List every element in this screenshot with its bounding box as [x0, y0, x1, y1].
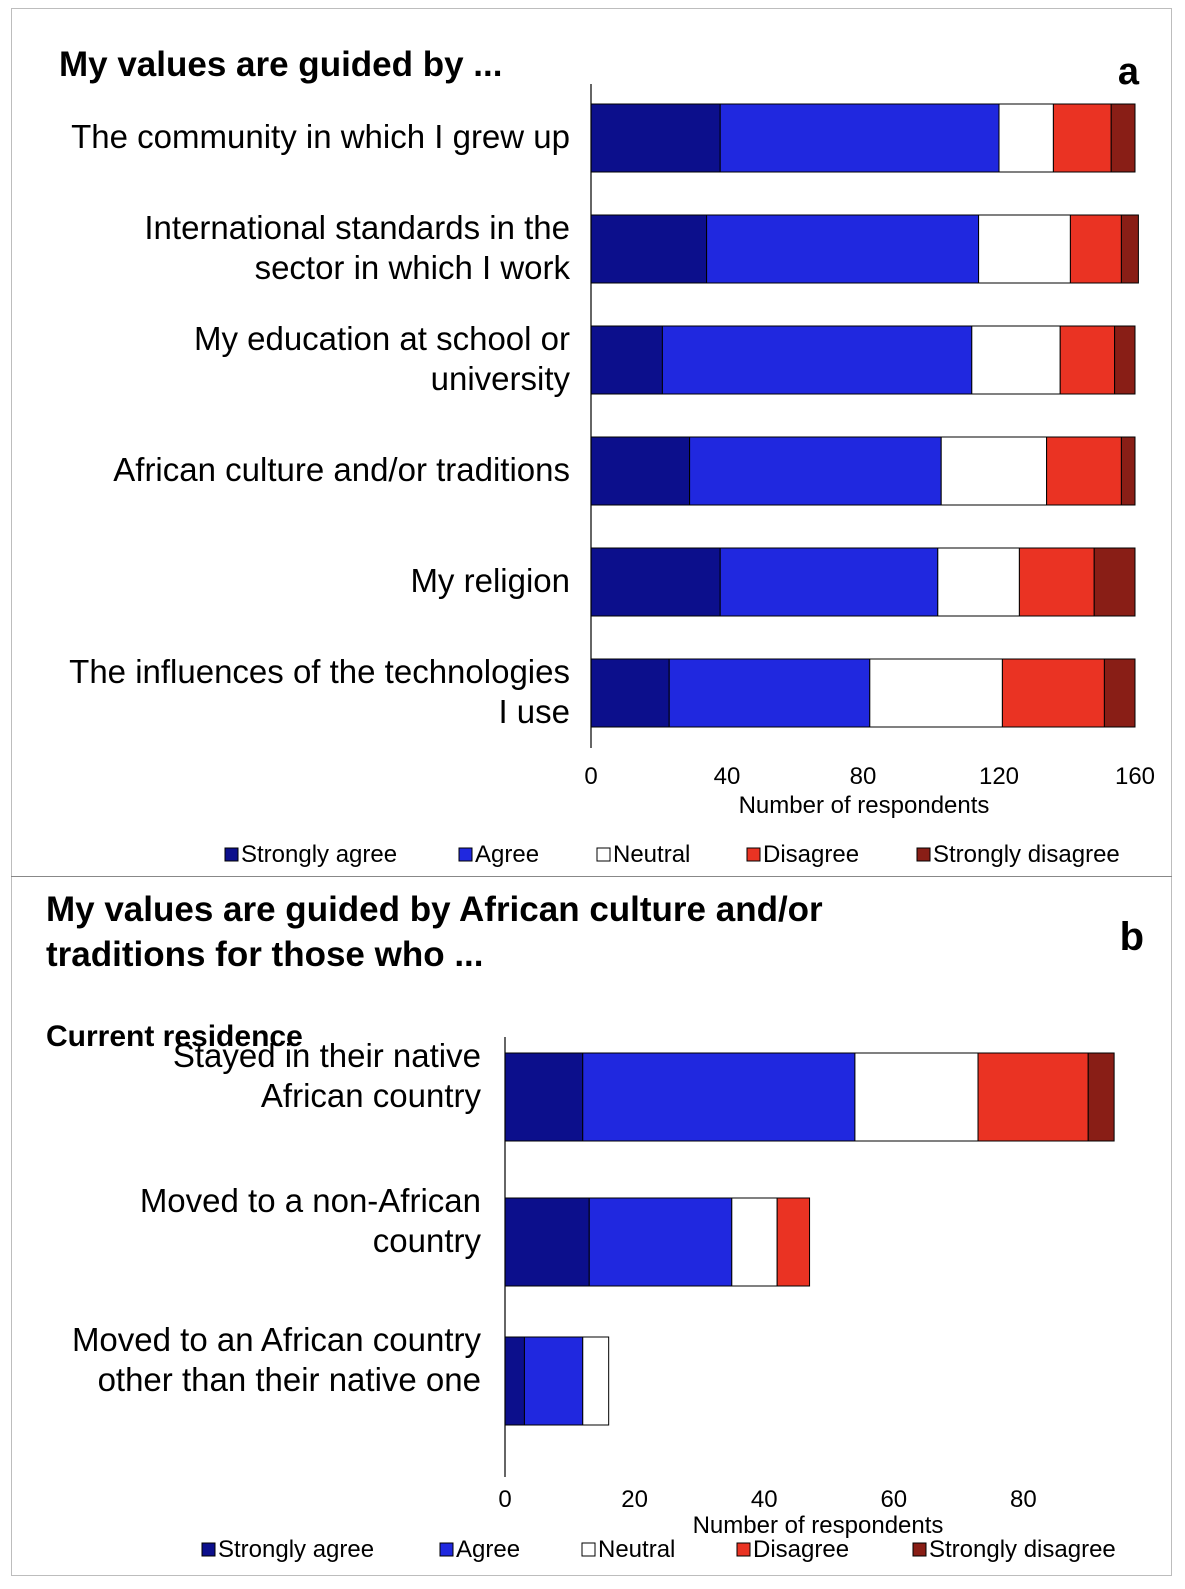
bar-a-disagree-4: [1046, 436, 1122, 506]
x-tick-label-a: 80: [850, 763, 877, 790]
x-tick-label-b: 60: [880, 1486, 907, 1513]
category-label-b-1: African country: [261, 1077, 482, 1114]
legend-swatch-b-disagree: [736, 1542, 751, 1557]
chart-b-title-line: traditions for those who ...: [46, 935, 484, 974]
chart-panel-b: My values are guided by African culture …: [46, 890, 1144, 1563]
category-label-b-3: Moved to an African country: [72, 1321, 482, 1358]
legend-swatch-b-agree: [439, 1542, 454, 1557]
bar-a-strongly-agree-4: [590, 436, 691, 506]
panel-divider: [11, 876, 1172, 877]
bar-a-disagree-5: [1018, 547, 1095, 617]
bar-b-agree-1: [582, 1052, 856, 1142]
bar-b-disagree-1: [977, 1052, 1089, 1142]
legend-swatch-a-strongly-agree: [224, 847, 239, 862]
bar-b-neutral-2: [731, 1197, 778, 1287]
bar-a-neutral-1: [998, 103, 1054, 173]
chart-panel-a: My values are guided by ... a The commun…: [59, 45, 1155, 868]
x-tick-label-a: 160: [1115, 763, 1155, 790]
bar-a-strongly-disagree-3: [1114, 325, 1136, 395]
bar-a-agree-3: [661, 325, 973, 395]
bar-a-neutral-3: [971, 325, 1061, 395]
bar-a-strongly-agree-5: [590, 547, 721, 617]
bar-b-neutral-3: [582, 1336, 610, 1426]
bar-a-strongly-disagree-1: [1110, 103, 1136, 173]
x-tick-label-a: 40: [714, 763, 741, 790]
legend-label-b-strongly-disagree: Strongly disagree: [929, 1536, 1116, 1563]
category-label-a-4: African culture and/or traditions: [113, 451, 570, 488]
category-label-b-2: country: [373, 1222, 482, 1259]
bar-b-strongly-disagree-1: [1087, 1052, 1115, 1142]
bar-b-disagree-2: [776, 1197, 811, 1287]
legend-label-a-strongly-disagree: Strongly disagree: [933, 841, 1120, 868]
bar-a-disagree-3: [1059, 325, 1116, 395]
legend-swatch-a-disagree: [746, 847, 761, 862]
x-tick-label-b: 20: [621, 1486, 648, 1513]
chart-b-x-axis-label: Number of respondents: [693, 1512, 944, 1539]
bar-a-neutral-5: [937, 547, 1020, 617]
legend-label-b-strongly-agree: Strongly agree: [218, 1536, 374, 1563]
bar-a-agree-2: [706, 214, 980, 284]
bar-a-strongly-agree-1: [590, 103, 721, 173]
category-label-a-6: I use: [498, 693, 570, 730]
legend-label-b-neutral: Neutral: [598, 1536, 675, 1563]
figure-frame: [11, 8, 1172, 1576]
category-label-a-2: sector in which I work: [255, 249, 571, 286]
bar-a-strongly-agree-2: [590, 214, 708, 284]
bar-a-strongly-disagree-2: [1120, 214, 1139, 284]
bar-a-strongly-disagree-5: [1093, 547, 1136, 617]
bar-a-disagree-1: [1052, 103, 1112, 173]
bar-a-disagree-6: [1001, 658, 1105, 728]
chart-a-panel-letter: a: [1118, 51, 1140, 93]
bar-b-agree-2: [588, 1197, 733, 1287]
bar-b-strongly-agree-1: [504, 1052, 584, 1142]
bar-a-strongly-agree-6: [590, 658, 670, 728]
bar-a-strongly-disagree-4: [1120, 436, 1136, 506]
chart-b-panel-letter: b: [1120, 915, 1144, 959]
bar-a-agree-1: [719, 103, 1000, 173]
legend-label-b-disagree: Disagree: [753, 1536, 849, 1563]
legend-label-a-agree: Agree: [475, 841, 539, 868]
legend-label-b-agree: Agree: [456, 1536, 520, 1563]
bar-a-disagree-2: [1069, 214, 1122, 284]
legend-swatch-b-strongly-agree: [201, 1542, 216, 1557]
chart-b-title-line: My values are guided by African culture …: [46, 890, 823, 929]
x-tick-label-a: 120: [979, 763, 1019, 790]
category-label-a-1: The community in which I grew up: [71, 118, 570, 155]
legend-swatch-b-neutral: [581, 1542, 596, 1557]
bar-b-agree-3: [523, 1336, 584, 1426]
bar-b-strongly-agree-3: [504, 1336, 525, 1426]
bar-a-strongly-agree-3: [590, 325, 663, 395]
chart-b-group-label: Current residence: [46, 1020, 303, 1053]
bar-b-neutral-1: [854, 1052, 979, 1142]
category-label-b-3: other than their native one: [98, 1361, 481, 1398]
category-label-a-3: university: [431, 360, 571, 397]
bar-a-strongly-disagree-6: [1103, 658, 1136, 728]
legend-label-a-disagree: Disagree: [763, 841, 859, 868]
bar-a-neutral-2: [978, 214, 1071, 284]
legend-swatch-a-agree: [458, 847, 473, 862]
bar-a-agree-4: [689, 436, 942, 506]
legend-swatch-a-strongly-disagree: [916, 847, 931, 862]
category-label-a-3: My education at school or: [194, 320, 570, 357]
chart-a-x-axis-label: Number of respondents: [739, 792, 990, 819]
category-label-b-1: Stayed in their native: [173, 1037, 481, 1074]
category-label-a-6: The influences of the technologies: [69, 653, 570, 690]
category-label-b-2: Moved to a non-African: [140, 1182, 481, 1219]
bar-a-neutral-6: [869, 658, 1003, 728]
chart-a-title: My values are guided by ...: [59, 45, 502, 84]
category-label-a-2: International standards in the: [144, 209, 570, 246]
bar-a-agree-6: [668, 658, 871, 728]
x-tick-label-b: 0: [498, 1486, 511, 1513]
legend-swatch-a-neutral: [596, 847, 611, 862]
x-tick-label-a: 0: [584, 763, 597, 790]
legend-label-a-strongly-agree: Strongly agree: [241, 841, 397, 868]
x-tick-label-b: 40: [751, 1486, 778, 1513]
bar-a-neutral-4: [940, 436, 1048, 506]
category-label-a-5: My religion: [410, 562, 570, 599]
legend-label-a-neutral: Neutral: [613, 841, 690, 868]
x-tick-label-b: 80: [1010, 1486, 1037, 1513]
bar-b-strongly-agree-2: [504, 1197, 590, 1287]
legend-swatch-b-strongly-disagree: [912, 1542, 927, 1557]
bar-a-agree-5: [719, 547, 939, 617]
